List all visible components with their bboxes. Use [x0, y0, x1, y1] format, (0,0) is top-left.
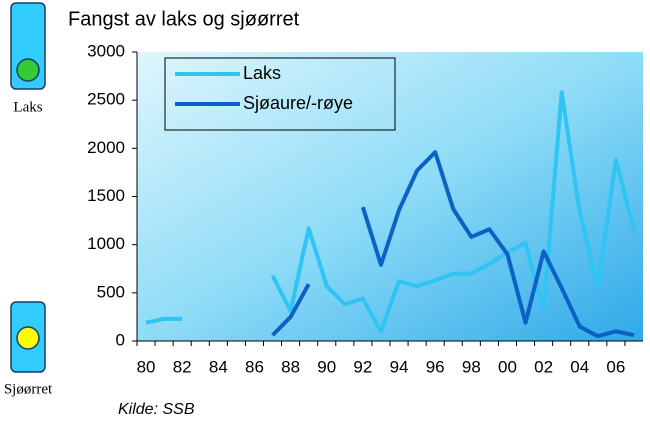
series-line — [271, 150, 635, 339]
x-tick-label: 86 — [245, 357, 264, 376]
x-tick-label: 96 — [426, 357, 445, 376]
y-tick-label: 1500 — [87, 186, 125, 205]
button-label[interactable]: Laks — [13, 99, 42, 115]
sjoorret-button[interactable] — [10, 301, 46, 373]
plot-area — [137, 52, 643, 341]
button-label[interactable]: Sjøørret — [4, 381, 53, 397]
x-tick-label: 04 — [570, 357, 589, 376]
legend-label: Laks — [243, 63, 281, 83]
y-tick-label: 2000 — [87, 138, 125, 157]
chart-title: Fangst av laks og sjøørret — [68, 8, 300, 30]
x-tick-label: 98 — [462, 357, 481, 376]
y-tick-label: 0 — [116, 330, 125, 349]
x-tick-label: 06 — [606, 357, 625, 376]
yellow-light[interactable] — [16, 326, 40, 350]
x-tick-label: 92 — [353, 357, 372, 376]
legend-label: Sjøaure/-røye — [243, 93, 353, 113]
y-tick-label: 1000 — [87, 234, 125, 253]
series-line — [145, 90, 636, 334]
y-tick-label: 3000 — [87, 41, 125, 60]
x-tick-label: 02 — [534, 357, 553, 376]
y-tick-label: 2500 — [87, 90, 125, 109]
x-tick-label: 00 — [498, 357, 517, 376]
x-tick-label: 82 — [173, 357, 192, 376]
x-tick-label: 84 — [209, 357, 228, 376]
y-tick-label: 500 — [97, 282, 125, 301]
source: Kilde: SSB — [118, 401, 195, 418]
x-tick-label: 90 — [317, 357, 336, 376]
x-tick-label: 80 — [137, 357, 156, 376]
x-tick-label: 94 — [390, 357, 409, 376]
green-light[interactable] — [16, 58, 40, 82]
laks-button[interactable] — [10, 2, 46, 90]
legend-box — [164, 57, 396, 131]
x-tick-label: 88 — [281, 357, 300, 376]
